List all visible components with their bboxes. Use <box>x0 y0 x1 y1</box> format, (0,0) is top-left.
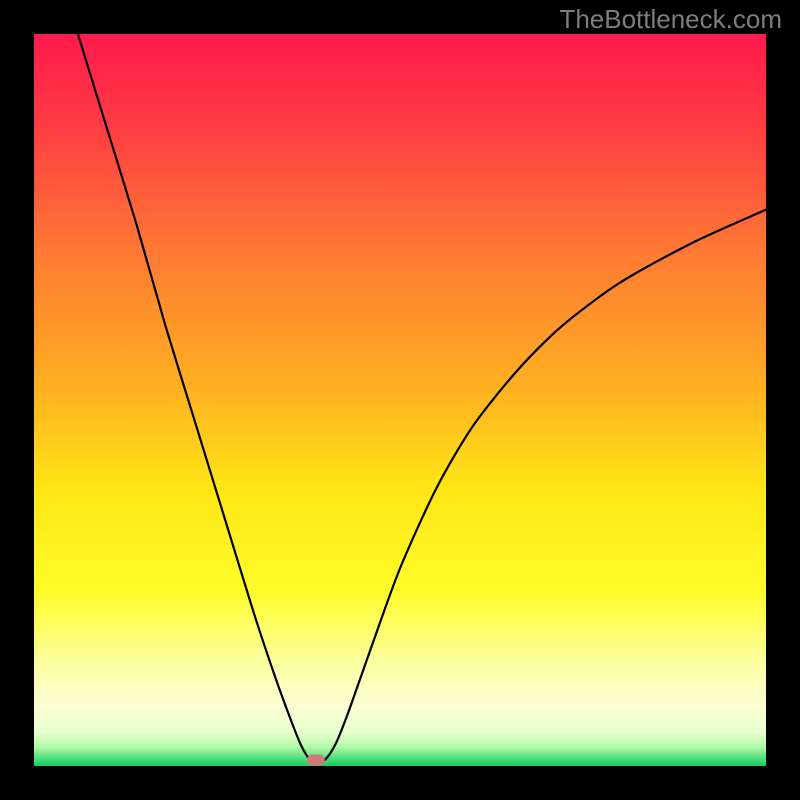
watermark-text: TheBottleneck.com <box>559 4 782 35</box>
minimum-marker <box>307 755 325 766</box>
plot-background <box>34 34 766 766</box>
plot-area <box>34 34 766 766</box>
plot-svg <box>34 34 766 766</box>
